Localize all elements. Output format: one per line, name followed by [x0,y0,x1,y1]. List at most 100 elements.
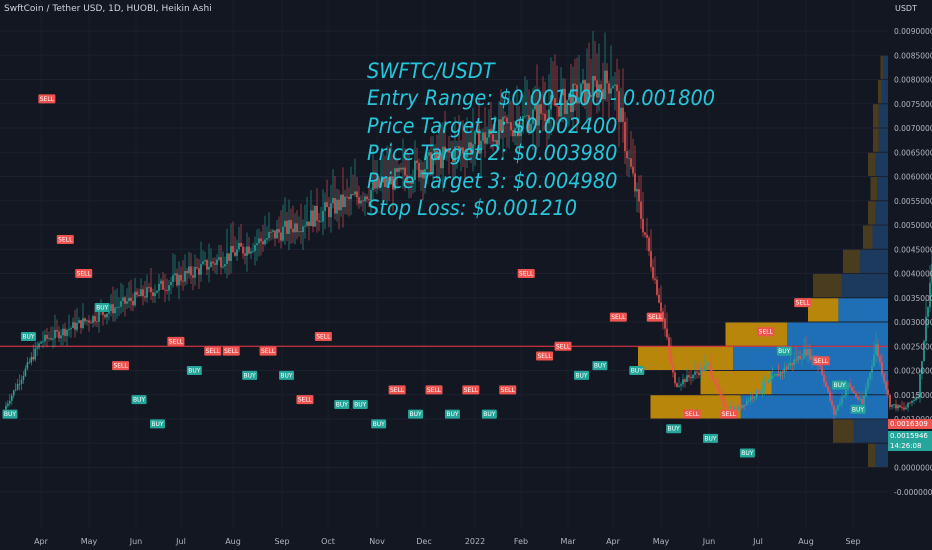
buy-signal: BUY [131,395,147,405]
svg-text:BUY: BUY [704,435,717,442]
candle [160,280,162,284]
volume-profile-bar [873,104,879,128]
candle [520,128,522,137]
candle [528,115,530,132]
candle [753,396,756,399]
svg-text:BUY: BUY [483,411,496,418]
candle [883,374,885,382]
candle [216,259,218,265]
candle [86,320,88,322]
candle [164,289,166,291]
candle [346,196,348,198]
volume-profile-bar [860,249,888,273]
buy-signal: BUY [481,409,497,419]
candle [92,316,94,323]
candle [74,322,76,330]
candle [144,296,146,298]
candle [364,196,366,202]
candle [178,274,180,286]
candle [570,93,572,113]
candle [785,367,788,370]
candle [184,271,186,282]
candle [674,372,676,384]
candle [839,403,841,406]
candle [44,334,46,342]
candle [542,113,544,115]
candle [136,291,138,296]
buy-signal: BUY [629,366,645,375]
candle [544,113,546,121]
candle [728,407,730,409]
time-tick-label: Oct [321,537,335,546]
sell-signal: SELL [646,312,664,322]
candle [234,252,236,256]
candle [660,302,662,312]
candle [382,178,384,183]
candle [486,137,488,144]
sell-signal: SELL [536,351,554,361]
candle [214,263,216,265]
volume-profile-bar [650,395,741,419]
candle [807,349,809,356]
candle [522,116,524,129]
candle [927,307,929,317]
candle [260,238,262,242]
time-axis[interactable]: Apr May Jun Jul Aug Sep Oct Nov Dec 2022 Feb Mar Apr… [34,537,860,546]
candle [686,375,688,382]
volume-profile-bar [725,322,788,346]
candle [793,359,795,365]
candle [702,367,704,372]
candle [803,349,805,359]
candle [310,210,312,226]
candle [258,238,260,244]
candle [94,316,96,322]
candle [228,253,230,261]
candle [238,242,240,250]
volume-profile-bar [880,55,884,79]
sell-signal: SELL [296,395,314,405]
sell-signal: SELL [259,346,277,356]
candle [670,350,672,364]
candle [384,178,386,188]
price-tick-label: 0.0015000 [894,391,932,400]
candle [582,80,584,84]
candle [797,356,799,361]
volume-profile-bar [863,225,873,249]
candle [12,390,15,396]
candle [424,169,426,179]
candle [70,328,72,330]
candle [76,323,78,330]
candle [344,196,346,208]
svg-text:SELL: SELL [519,271,534,278]
price-tick-label: 0.0045000 [894,245,932,254]
candle [893,404,895,406]
candle [130,297,132,301]
candle [378,178,380,188]
candle [700,367,702,376]
candle [843,395,845,398]
candle [889,394,891,407]
candle [30,356,33,363]
candle [404,167,406,176]
candle [306,221,308,226]
candle [524,115,526,117]
volume-profile-bar [872,225,888,249]
candle [334,197,336,214]
candle [722,396,724,403]
candle [718,384,720,392]
candle [901,407,903,409]
candle [172,275,174,282]
candle [154,292,156,297]
annotation-target-1: Price Target 1: $0.002400 [367,113,618,139]
candle [586,83,588,105]
svg-text:SELL: SELL [261,348,276,355]
candle [841,397,843,404]
candle [326,202,328,208]
candle [847,383,849,390]
candle [148,287,150,288]
candle [654,278,656,280]
candle [755,389,758,397]
candle [734,407,736,411]
candle [602,89,604,100]
